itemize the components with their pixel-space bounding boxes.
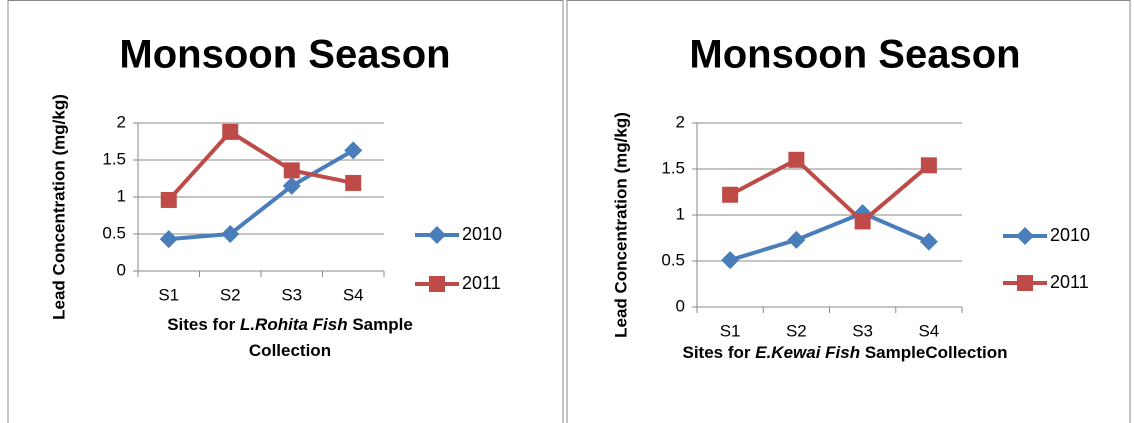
x-axis-title-part: Collection	[249, 341, 331, 360]
data-point	[283, 162, 300, 179]
y-tick-label: 1	[676, 204, 685, 223]
x-axis-title-part: L.Rohita Fish	[240, 315, 348, 334]
y-tick-label: 1.5	[102, 149, 126, 168]
series-line	[729, 157, 931, 224]
data-point	[159, 230, 178, 249]
legend-marker	[428, 226, 446, 244]
x-axis-title: Sites for E.Kewai Fish SampleCollection	[683, 343, 1008, 362]
x-axis-title-part: Sites for	[683, 343, 756, 362]
legend-marker	[1017, 275, 1033, 291]
chart-frame	[566, 0, 1131, 423]
data-point	[282, 176, 301, 195]
legend-label: 2011	[462, 273, 501, 293]
data-point	[787, 230, 806, 249]
legend-label: 2011	[1050, 272, 1089, 292]
y-axis-title: Lead Concentration (mg/kg)	[49, 94, 68, 320]
x-tick-label: S4	[343, 285, 364, 304]
data-point	[160, 191, 177, 208]
data-point	[854, 213, 871, 230]
x-tick-label: S2	[220, 285, 241, 304]
data-point	[721, 251, 740, 270]
y-axis-title: Lead Concentration (mg/kg)	[611, 112, 630, 338]
x-tick-label: S1	[720, 321, 741, 340]
x-tick-label: S2	[786, 321, 807, 340]
chart-title: Monsoon Season	[119, 33, 450, 77]
y-tick-label: 2	[676, 112, 685, 131]
x-axis-title-part: Sample	[348, 315, 413, 334]
legend-label: 2010	[1050, 225, 1090, 245]
data-point	[222, 123, 239, 140]
chart-frame	[7, 0, 564, 423]
y-tick-label: 0.5	[661, 250, 685, 269]
data-point	[788, 151, 805, 168]
y-tick-label: 1	[117, 186, 126, 205]
x-axis-title-part: Sites for	[167, 315, 240, 334]
x-axis-title: Collection	[249, 341, 331, 360]
data-point	[920, 157, 937, 174]
series-line	[168, 148, 355, 242]
legend-label: 2010	[462, 224, 502, 244]
y-tick-label: 2	[117, 112, 126, 131]
y-tick-label: 0.5	[102, 223, 126, 242]
x-axis-title-part: SampleCollection	[860, 343, 1007, 362]
chart-title: Monsoon Season	[689, 33, 1020, 77]
data-point	[221, 225, 240, 243]
series-line	[729, 211, 930, 262]
y-tick-label: 1.5	[661, 158, 685, 177]
x-tick-label: S3	[852, 321, 873, 340]
x-tick-label: S3	[281, 285, 302, 304]
data-point	[722, 186, 739, 203]
legend-marker	[1016, 227, 1034, 245]
data-point	[344, 141, 363, 160]
y-tick-label: 0	[676, 296, 685, 315]
data-point	[345, 174, 362, 191]
series-line	[167, 129, 354, 202]
y-tick-label: 0	[117, 260, 126, 279]
x-tick-label: S1	[158, 285, 179, 304]
x-axis-title-part: E.Kewai Fish	[755, 343, 860, 362]
x-axis-title: Sites for L.Rohita Fish Sample	[167, 315, 413, 334]
x-tick-label: S4	[918, 321, 939, 340]
data-point	[919, 232, 938, 251]
legend-marker	[429, 276, 445, 292]
